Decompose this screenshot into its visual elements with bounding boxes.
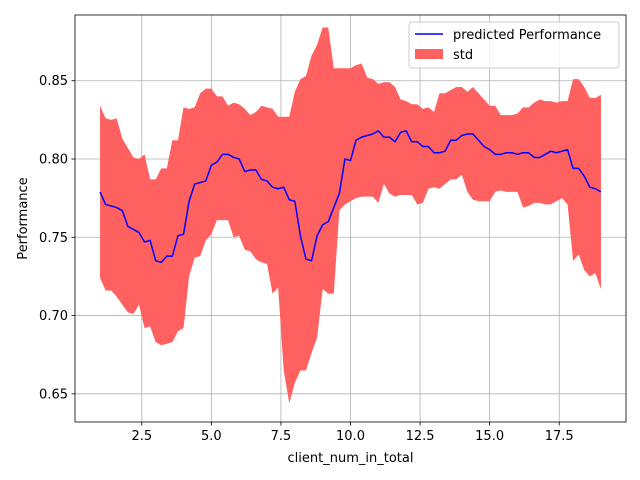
y-tick-label: 0.85 [39, 74, 68, 89]
y-tick-label: 0.80 [39, 153, 68, 168]
y-axis-label: Performance [16, 177, 31, 259]
predicted-performance-line [99, 130, 602, 264]
x-tick-label: 15.0 [475, 429, 504, 444]
legend-label-std: std [453, 48, 473, 63]
std-band [100, 27, 601, 404]
y-tick-label: 0.70 [39, 309, 68, 324]
y-tick-label: 0.65 [39, 387, 68, 402]
x-ticks: 2.5 5.0 7.5 10.0 12.5 15.0 17.5 [131, 422, 574, 444]
x-tick-label: 17.5 [545, 429, 574, 444]
legend: predicted Performance std [408, 21, 620, 69]
x-tick-label: 12.5 [406, 429, 435, 444]
y-tick-label: 0.75 [39, 231, 68, 246]
x-tick-label: 7.5 [271, 429, 292, 444]
legend-label-predicted: predicted Performance [453, 28, 601, 43]
x-tick-label: 2.5 [131, 429, 152, 444]
legend-band-swatch [415, 49, 443, 59]
x-tick-label: 10.0 [336, 429, 365, 444]
x-tick-label: 5.0 [201, 429, 222, 444]
legend-box [408, 21, 620, 69]
y-ticks: 0.65 0.70 0.75 0.80 0.85 [39, 74, 75, 402]
x-axis-label: client_num_in_total [288, 451, 414, 466]
